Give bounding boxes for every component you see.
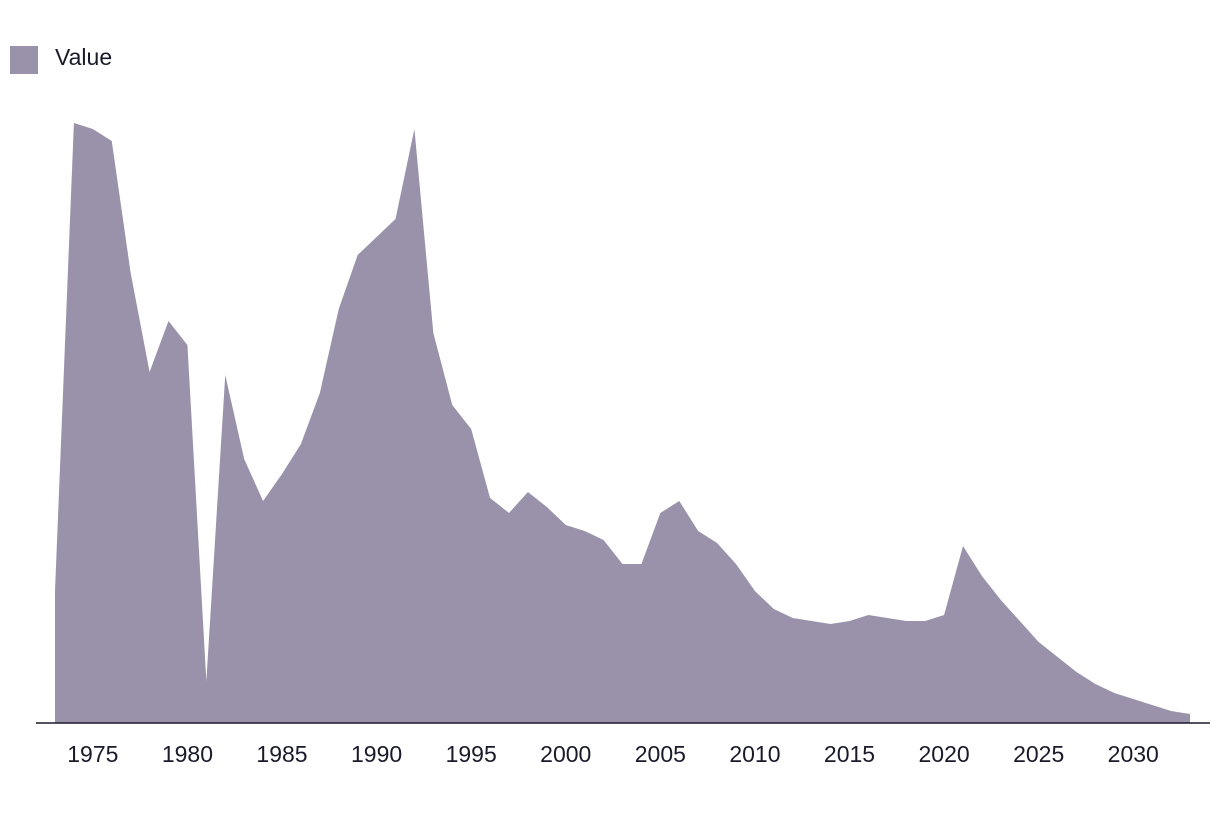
x-tick-label: 1985 bbox=[256, 741, 307, 767]
x-tick-label: 1990 bbox=[351, 741, 402, 767]
legend-label: Value bbox=[55, 44, 112, 70]
x-tick-label: 2030 bbox=[1108, 741, 1159, 767]
watermark: GlobalData bbox=[494, 383, 727, 432]
x-tick-label: 2025 bbox=[1013, 741, 1064, 767]
x-tick-label: 2015 bbox=[824, 741, 875, 767]
x-tick-label: 1975 bbox=[67, 741, 118, 767]
x-tick-label: 2020 bbox=[918, 741, 969, 767]
x-tick-label: 2000 bbox=[540, 741, 591, 767]
x-tick-label: 2010 bbox=[729, 741, 780, 767]
legend-swatch bbox=[10, 46, 38, 74]
x-tick-label: 1995 bbox=[446, 741, 497, 767]
area bbox=[55, 123, 1190, 723]
x-tick-label: 2005 bbox=[635, 741, 686, 767]
x-tick-label: 1980 bbox=[162, 741, 213, 767]
